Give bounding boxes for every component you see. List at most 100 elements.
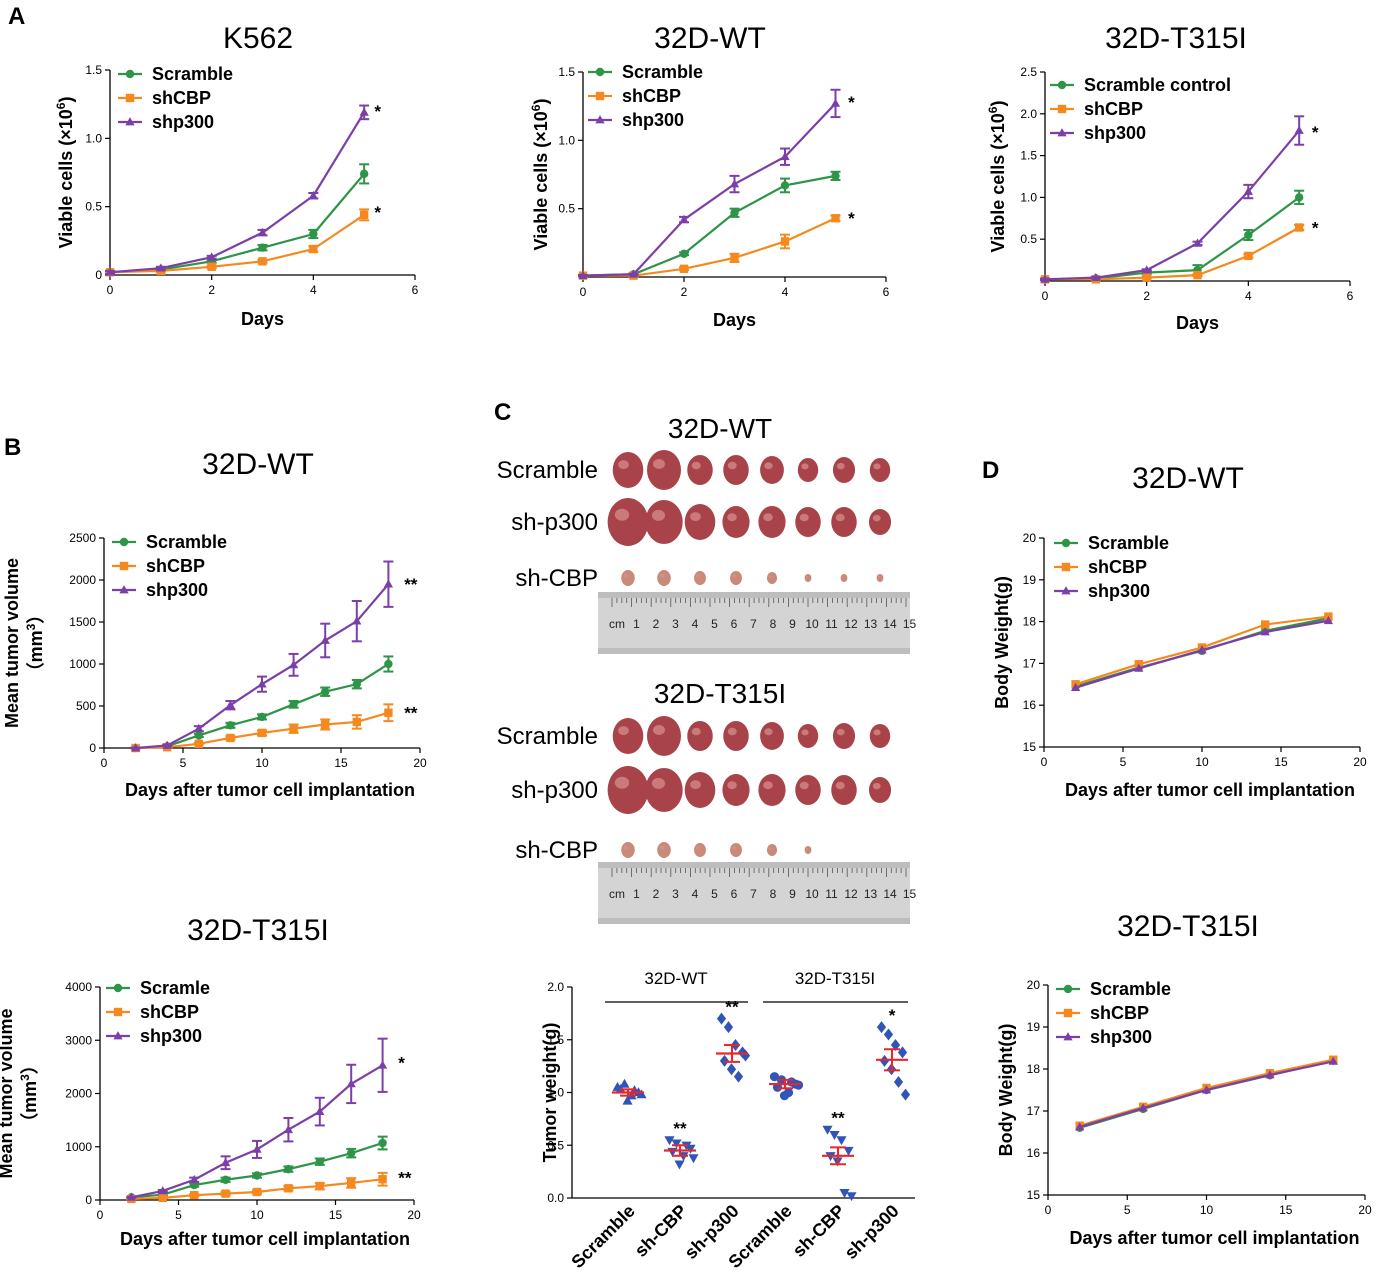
series-scramble: [1040, 189, 1305, 284]
photo-title: 32D-WT: [668, 413, 772, 444]
data-point: [628, 269, 639, 278]
data-point: [189, 1174, 199, 1184]
data-point: [346, 1079, 356, 1088]
photo-row-label: Scramble: [497, 723, 598, 750]
tumor-sample: [684, 772, 716, 808]
data-point: [126, 1192, 137, 1201]
chart-title: 32D-WT: [1132, 462, 1244, 495]
legend-label: Scramble: [146, 532, 227, 552]
y-tick-label: 0: [85, 1193, 92, 1207]
tumor-sample: [795, 507, 821, 537]
tumor-sample: [657, 842, 671, 858]
y-tick-label: 15: [1023, 740, 1037, 754]
tumor-highlight: [618, 460, 629, 470]
y-axis-label-unit: （mm3）: [24, 606, 46, 681]
data-point: [729, 179, 740, 188]
scatter-group: [769, 1072, 804, 1101]
tumor-sample: [760, 722, 784, 750]
data-point: [831, 171, 840, 181]
scatter-group: [612, 1078, 647, 1105]
tumor-highlight: [690, 780, 701, 790]
scatter-point: [674, 1160, 685, 1170]
tumor-highlight: [651, 777, 666, 789]
data-point: [780, 237, 790, 246]
data-point: [252, 1144, 262, 1153]
ruler-number: 3: [672, 617, 679, 631]
data-point: [320, 635, 330, 644]
x-tick-label: 0: [107, 283, 114, 297]
legend-label: shp300: [152, 112, 214, 132]
tumor-sample: [730, 843, 742, 857]
x-tick-label: 20: [1358, 1203, 1372, 1217]
y-tick-label: 1.5: [85, 63, 102, 77]
series-line: [583, 217, 836, 277]
significance-mark: *: [398, 1054, 405, 1073]
scatter-point: [893, 1075, 904, 1088]
data-point: [1142, 273, 1151, 282]
tumor-sample: [804, 846, 812, 854]
y-tick-label: 2.0: [547, 980, 564, 994]
x-tick-label: 5: [175, 1208, 182, 1222]
series-line: [1045, 226, 1300, 281]
x-tick-label: 2: [681, 285, 688, 299]
x-tick-label: 4: [782, 285, 789, 299]
y-tick-label: 20: [1027, 978, 1041, 992]
tumor-sample: [612, 718, 644, 754]
series-line: [1044, 196, 1300, 281]
tumor-highlight: [768, 846, 773, 850]
y-tick-label: 2000: [65, 1087, 92, 1101]
scatter-point: [769, 1072, 780, 1082]
y-axis-label: Tumor weight(g): [540, 1023, 560, 1163]
x-tick-label: 0: [580, 285, 587, 299]
panel-letter-c: C: [494, 399, 511, 426]
data-point: [226, 721, 235, 730]
legend-marker: [119, 561, 129, 571]
data-point: [1138, 1103, 1148, 1112]
tumor-highlight: [696, 574, 701, 578]
series-shcbp: [105, 208, 370, 277]
y-axis-label-unit: （mm3）: [18, 1056, 40, 1131]
panel-letter-d: D: [982, 457, 999, 484]
x-tick-label: 15: [1274, 755, 1288, 769]
ruler-number: 11: [825, 887, 838, 901]
ruler-number: 8: [770, 617, 777, 631]
tumor-highlight: [805, 575, 809, 578]
ruler-number: 4: [692, 617, 699, 631]
ruler-number: 14: [883, 887, 897, 901]
y-axis-label: Body Weight(g): [996, 1024, 1016, 1157]
tumor-highlight: [763, 781, 773, 790]
tumor-highlight: [768, 574, 773, 578]
data-point: [156, 263, 166, 272]
series-line: [109, 173, 366, 274]
data-point: [347, 1148, 356, 1158]
series-shcbp: [1040, 223, 1305, 284]
y-tick-label: 1500: [69, 615, 96, 629]
ruler-number: cm: [609, 887, 625, 901]
y-tick-label: 2000: [69, 573, 96, 587]
tumor-sample: [687, 455, 713, 485]
tumor-highlight: [873, 729, 881, 736]
tumor-sample: [687, 721, 713, 751]
series-shp300: [1070, 615, 1334, 692]
ruler-number: cm: [609, 617, 625, 631]
ruler-face: [598, 598, 910, 648]
chart-b2: 32D-T315I 0 5 10 15 20 0 1000 2000 3000 4000 Days a…: [0, 914, 421, 1249]
legend-label: Scramble: [1090, 979, 1171, 999]
tumor-sample: [647, 716, 681, 756]
y-tick-label: 1.5: [558, 65, 575, 79]
legend-marker: [1061, 562, 1071, 572]
x-tick-label: 5: [1120, 755, 1127, 769]
y-tick-label: 0.5: [558, 202, 575, 216]
legend-label: shp300: [1088, 581, 1150, 601]
data-point: [220, 1157, 231, 1167]
ruler-number: 10: [805, 617, 819, 631]
tumor-highlight: [799, 513, 809, 522]
x-axis-label: Days: [241, 309, 284, 329]
tumor-highlight: [653, 459, 665, 469]
ruler: cm 1 2 3 4 5 6 7 8 9 10 11 12 13 14 15: [598, 592, 916, 654]
tumor-sample: [831, 507, 857, 537]
tumor-highlight: [653, 725, 665, 735]
x-tick-label: 15: [329, 1208, 343, 1222]
chart-a1: K562 0 2 4 6 0 0.5 1.0 1.5 Days Viable cells (×106…: [54, 22, 419, 329]
